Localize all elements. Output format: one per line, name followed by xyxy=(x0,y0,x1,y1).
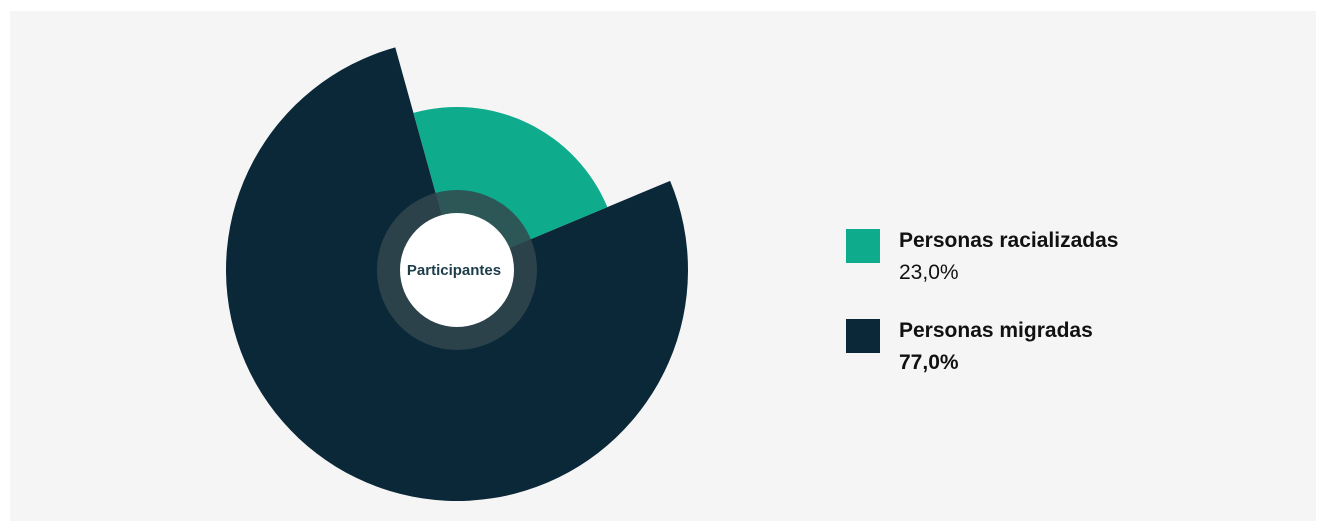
legend-swatch xyxy=(846,229,880,263)
center-label: Participantes xyxy=(407,262,501,279)
legend-label: Personas migradas xyxy=(899,319,1093,342)
legend-swatch xyxy=(846,319,880,353)
legend-value: 23,0% xyxy=(899,261,959,284)
center-hole xyxy=(400,213,514,327)
legend-label: Personas racializadas xyxy=(899,229,1119,252)
chart-panel: Participantes Personas racializadas 23,0… xyxy=(10,11,1316,521)
legend-value: 77,0% xyxy=(899,351,959,374)
pie-chart: Participantes xyxy=(226,47,689,501)
